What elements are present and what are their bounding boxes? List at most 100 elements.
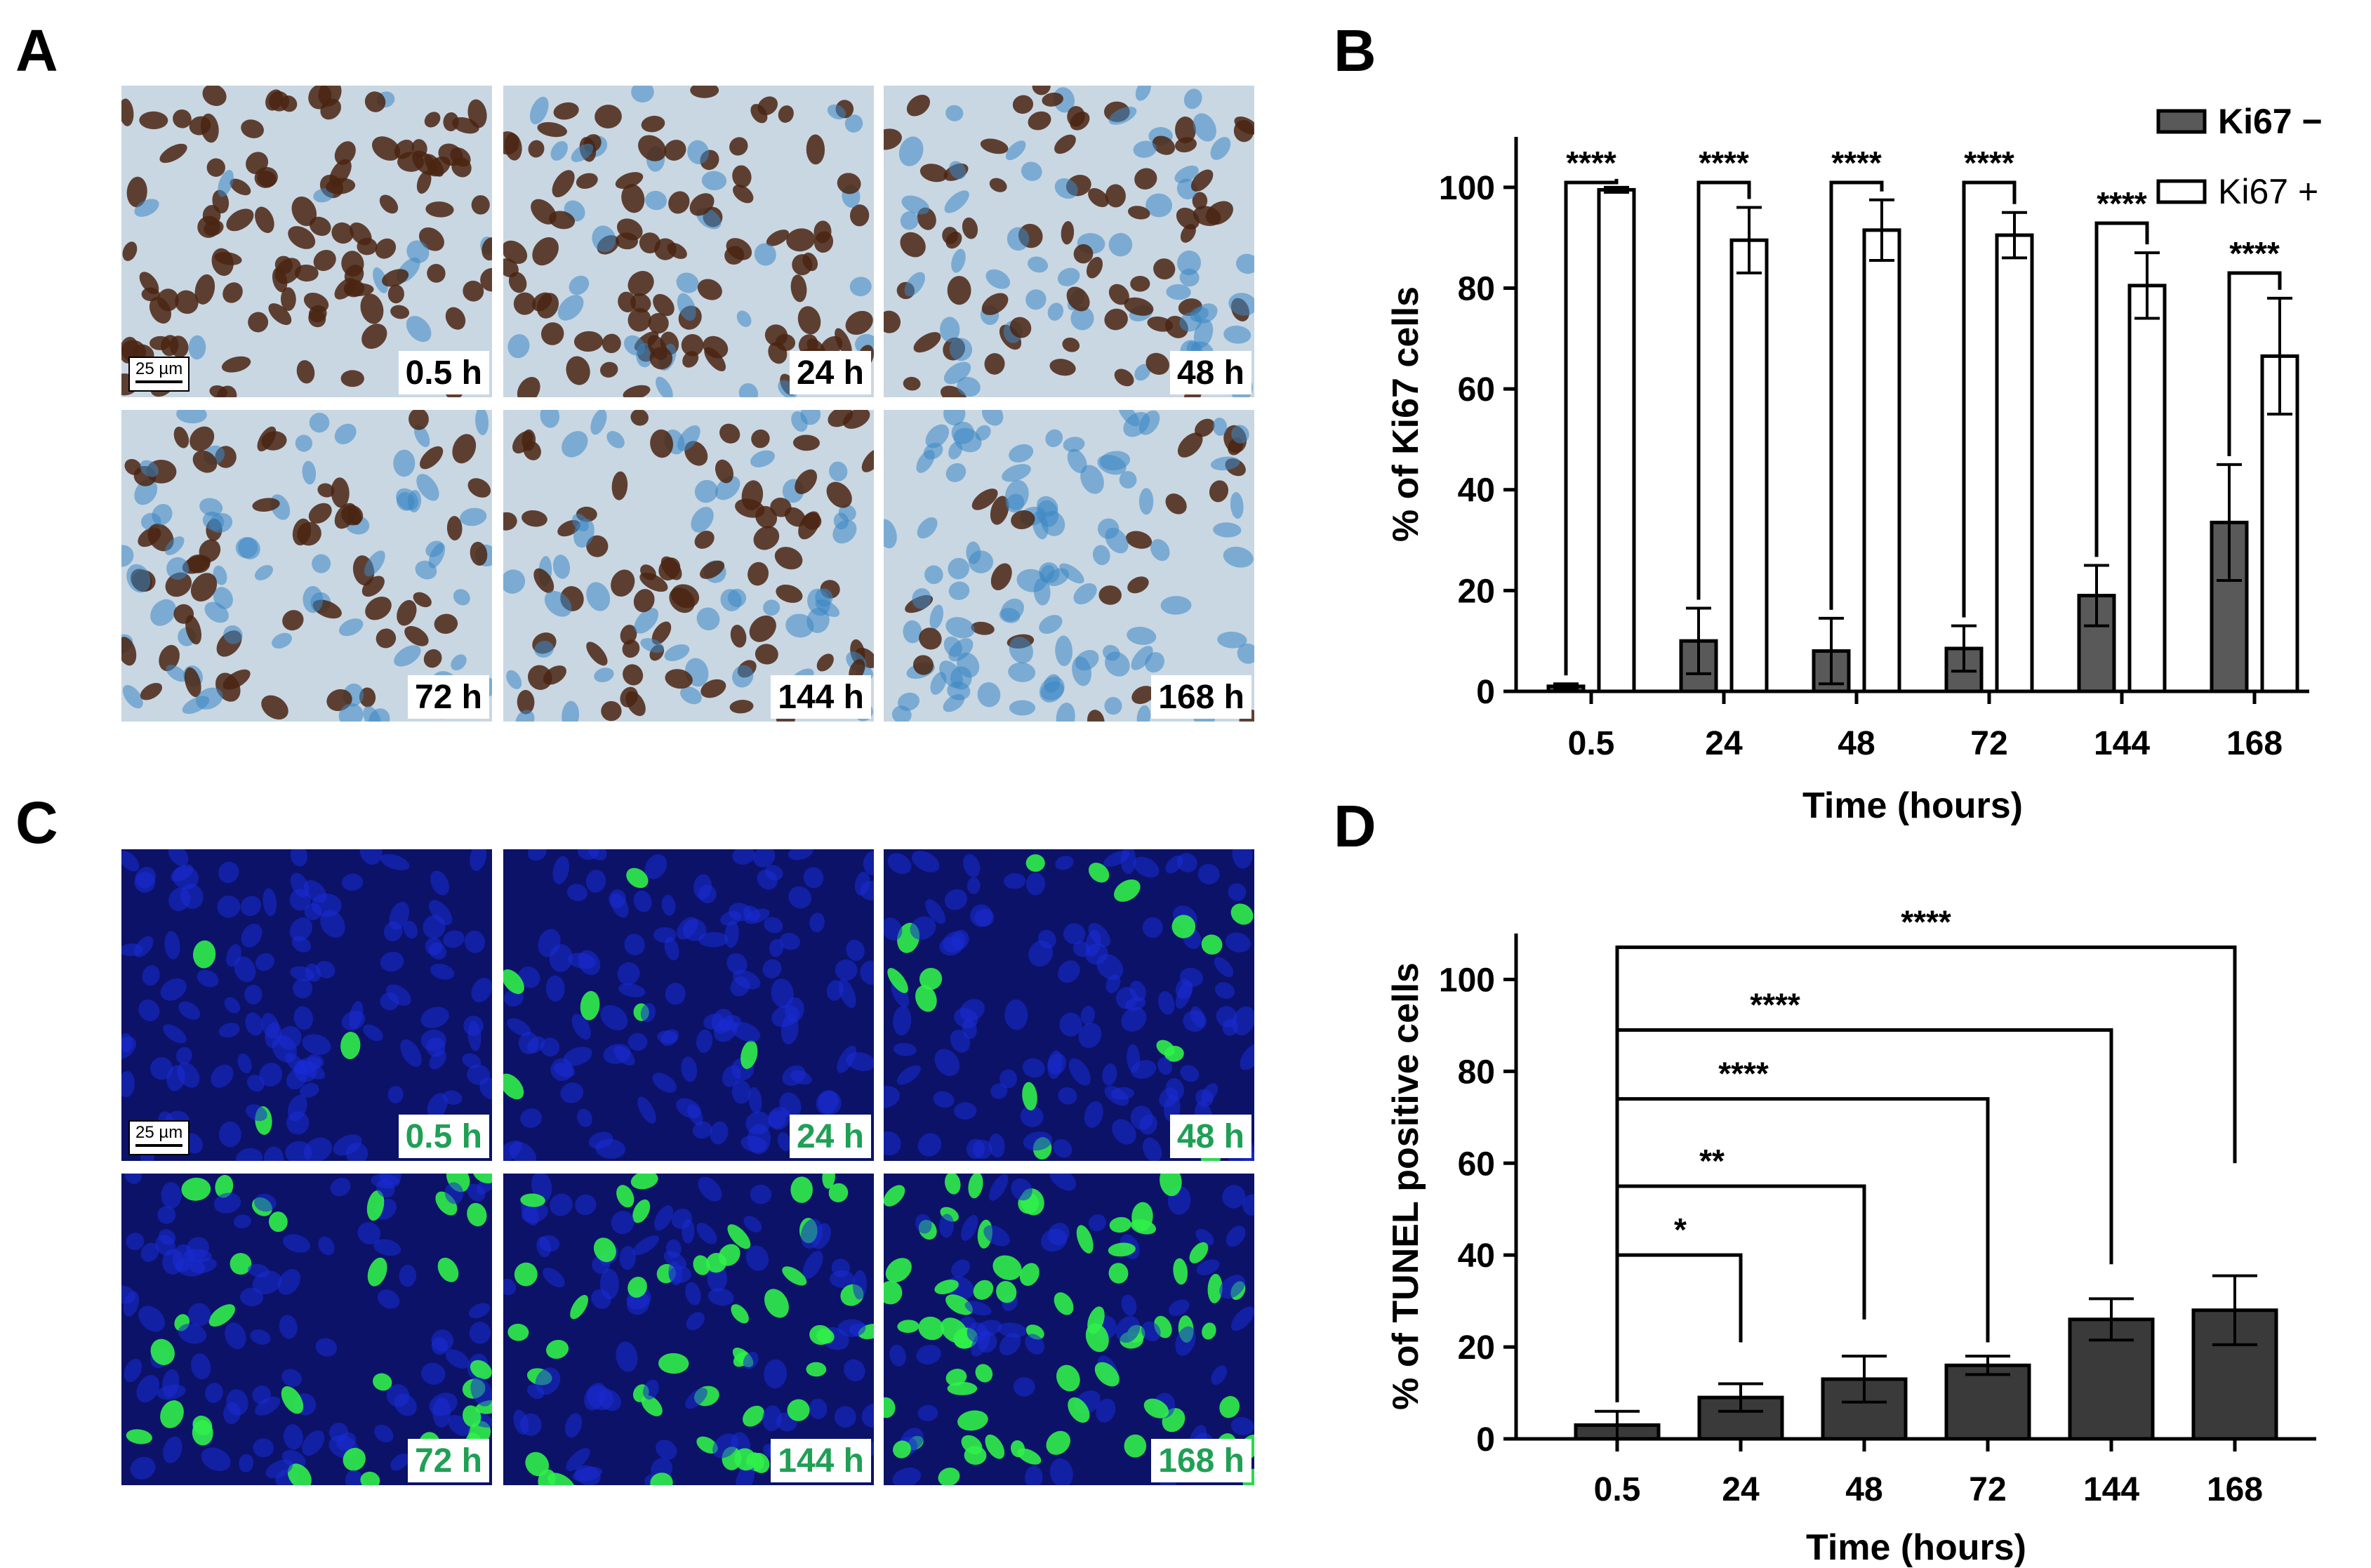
legend-item: Ki67 − (2156, 102, 2323, 141)
significance-bracket (1615, 1097, 1990, 1402)
error-bar (1869, 198, 1894, 262)
y-tick-label: 80 (1458, 1054, 1495, 1091)
significance-label: **** (1699, 145, 1749, 181)
x-axis-label: Time (hours) (1806, 1527, 2026, 1568)
significance-label: **** (2229, 235, 2280, 272)
tunel-micrograph-tile: 72 h (121, 1174, 492, 1485)
x-tick-label: 72 (1970, 725, 2007, 762)
timepoint-label: 144 h (771, 1439, 871, 1482)
significance-label: **** (1831, 145, 1882, 181)
ki67-micrograph-tile: 24 h (503, 86, 874, 397)
micrograph-image (503, 410, 874, 722)
timepoint-label: 168 h (1151, 1439, 1251, 1482)
y-tick-label: 100 (1439, 170, 1495, 207)
error-bar (1842, 1355, 1887, 1404)
y-tick-label: 0 (1476, 1421, 1495, 1459)
x-tick-label: 168 (2207, 1471, 2263, 1508)
panel-c-letter: C (15, 790, 58, 856)
x-tick-label: 48 (1838, 725, 1875, 762)
legend-swatch (2156, 109, 2207, 134)
bar-ki67-positive (1995, 233, 2034, 693)
bar-ki67-positive (1729, 238, 1769, 693)
scale-bar: 25 µm (128, 1120, 190, 1155)
panel-a-letter: A (15, 18, 58, 84)
timepoint-label: 48 h (1169, 351, 1251, 394)
significance-bracket (2094, 221, 2149, 557)
y-axis-label: % of TUNEL positive cells (1386, 962, 1426, 1410)
y-tick-label: 80 (1458, 270, 1495, 307)
error-bar (1718, 1382, 1763, 1413)
timepoint-label: 48 h (1169, 1115, 1251, 1158)
scale-bar: 25 µm (128, 357, 190, 392)
ki67-micrograph-tile: 48 h (884, 86, 1254, 397)
x-tick-label: 72 (1969, 1471, 2006, 1508)
y-axis: 0 20 40 60 80 100 (1439, 137, 1518, 711)
micrograph-image (884, 1174, 1254, 1485)
panel-b-letter: B (1334, 18, 1376, 84)
y-axis: 0 20 40 60 80 100 (1439, 934, 1518, 1459)
micrograph-image (884, 849, 1254, 1161)
error-bar (2267, 296, 2292, 416)
error-bar (1736, 206, 1762, 274)
significance-label: **** (1566, 145, 1616, 181)
tunel-micrograph-tile: 24 h (503, 849, 874, 1161)
ki67-bar-chart: 0 20 40 60 80 100 0.5 24 48 72 144 168 **** **** **** *… (1386, 102, 2323, 826)
x-tick-label: 144 (2094, 725, 2150, 762)
micrograph-image (503, 1174, 874, 1485)
significance-label: **** (1901, 904, 1951, 941)
timepoint-label: 72 h (407, 1439, 489, 1482)
x-tick-label: 48 (1845, 1471, 1882, 1508)
ki67-micrograph-tile: 72 h (121, 410, 492, 722)
error-bar (1951, 624, 1977, 673)
x-tick-label: 24 (1722, 1471, 1760, 1508)
timepoint-label: 72 h (407, 675, 489, 719)
significance-bracket (1615, 1253, 1743, 1402)
micrograph-image (503, 849, 874, 1161)
significance-bracket (1696, 180, 1751, 600)
significance-label: **** (1750, 986, 1800, 1023)
y-tick-label: 20 (1458, 1329, 1495, 1367)
x-tick-label: 24 (1705, 725, 1743, 762)
timepoint-label: 0.5 h (398, 1115, 489, 1158)
ki67-micrograph-tile: 144 h (503, 410, 874, 722)
x-tick-label: 0.5 (1594, 1471, 1641, 1508)
ki67-micrograph-tile: 0.5 h 25 µm (121, 86, 492, 397)
legend-swatch (2156, 179, 2207, 204)
scale-bar-label: 25 µm (135, 359, 183, 378)
micrograph-image (884, 86, 1254, 397)
timepoint-label: 24 h (789, 351, 871, 394)
error-bar (2134, 251, 2160, 320)
bar-ki67-positive (1597, 187, 1636, 693)
tunel-micrograph-tile: 168 h (884, 1174, 1254, 1485)
significance-label: **** (1718, 1056, 1769, 1092)
tunel-micrograph-tile: 48 h (884, 849, 1254, 1161)
x-tick-label: 0.5 (1568, 725, 1615, 762)
legend-item: Ki67 + (2156, 172, 2318, 211)
panel-d-letter: D (1334, 793, 1376, 859)
significance-bracket (1829, 180, 1884, 610)
significance-bracket (1564, 178, 1619, 676)
micrograph-image (121, 849, 492, 1161)
error-bar (2217, 463, 2242, 582)
x-axis-label: Time (hours) (1802, 785, 2023, 826)
legend-label: Ki67 − (2218, 102, 2323, 141)
significance-bracket (1615, 945, 2237, 1402)
timepoint-label: 0.5 h (398, 351, 489, 394)
error-bar (1595, 1409, 1640, 1440)
error-bar (2002, 211, 2027, 260)
significance-label: * (1674, 1211, 1687, 1248)
y-tick-label: 100 (1439, 962, 1495, 999)
error-bar (2084, 564, 2109, 627)
y-axis-label: % of Ki67 cells (1386, 286, 1426, 542)
y-tick-label: 60 (1458, 1145, 1495, 1183)
timepoint-label: 144 h (771, 675, 871, 719)
error-bar (1686, 606, 1711, 675)
timepoint-label: 24 h (789, 1115, 871, 1158)
micrograph-image (121, 410, 492, 722)
significance-bracket (1962, 180, 2017, 618)
x-tick-label: 144 (2083, 1471, 2139, 1508)
y-tick-label: 60 (1458, 371, 1495, 408)
micrograph-image (503, 86, 874, 397)
legend-label: Ki67 + (2218, 172, 2318, 211)
scale-bar-line (135, 1144, 183, 1147)
